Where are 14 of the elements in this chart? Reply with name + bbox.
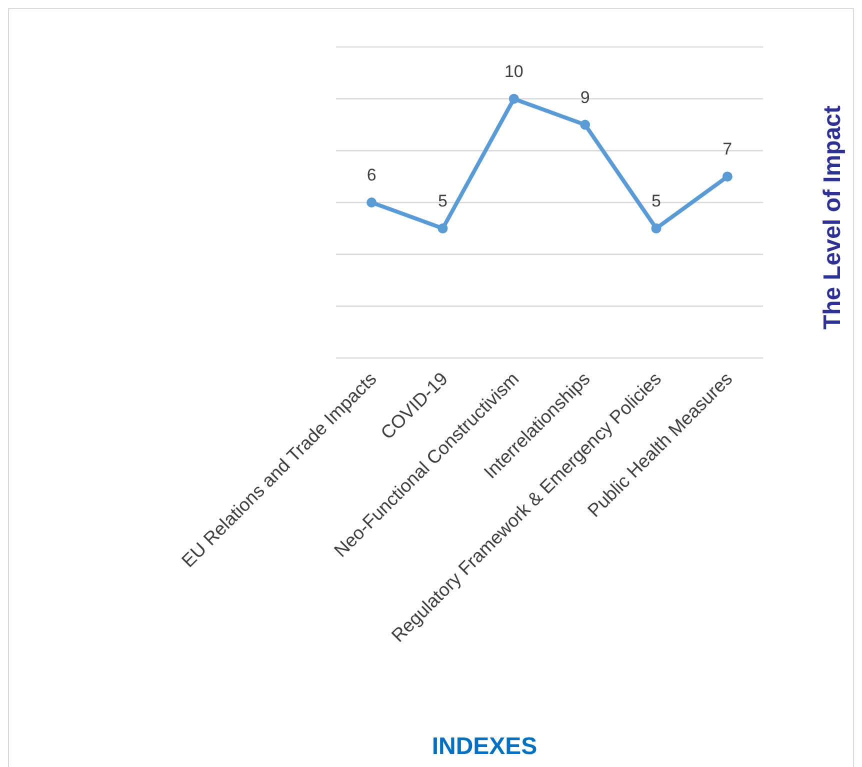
- data-label: 6: [366, 166, 376, 184]
- data-label: 9: [580, 88, 590, 107]
- point: [580, 120, 590, 130]
- point: [722, 172, 732, 182]
- point: [366, 198, 377, 208]
- x-axis-title: INDEXES: [432, 733, 538, 760]
- data-label: 7: [722, 140, 732, 159]
- point: [438, 223, 448, 234]
- point: [508, 94, 519, 104]
- y-axis-title: The Level of Impact: [819, 105, 846, 330]
- data-label: 10: [504, 62, 524, 81]
- point: [651, 223, 662, 234]
- data-label: 5: [652, 191, 661, 210]
- data-label: 5: [438, 191, 448, 210]
